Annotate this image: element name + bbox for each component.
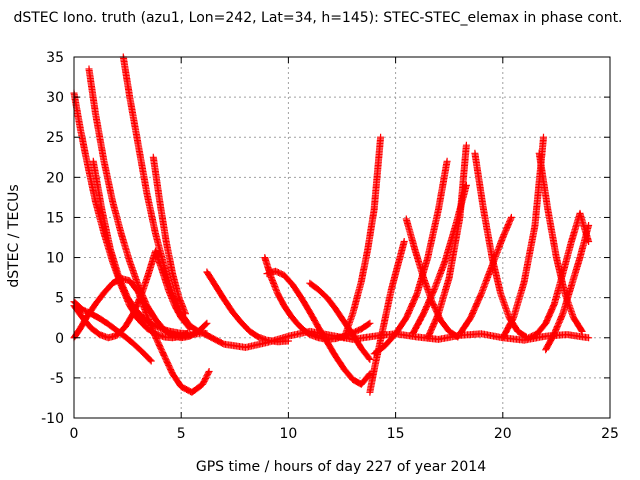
- y-tick-label: 10: [46, 251, 64, 267]
- y-tick-label: 30: [46, 90, 64, 106]
- series-arc-c: [85, 65, 211, 342]
- series-markers: [366, 238, 408, 396]
- y-tick-label: 15: [46, 210, 64, 226]
- x-tick-label: 20: [494, 426, 512, 442]
- y-axis-label: dSTEC / TECUs: [6, 184, 22, 287]
- series-arc-p: [370, 157, 451, 358]
- series-markers: [340, 133, 385, 342]
- x-tick-label: 10: [279, 426, 297, 442]
- y-tick-label: 20: [46, 170, 64, 186]
- plot-frame: [73, 56, 611, 419]
- y-tick-label: 5: [55, 291, 64, 307]
- chart-title: dSTEC Iono. truth (azu1, Lon=242, Lat=34…: [13, 10, 622, 26]
- series-markers: [85, 65, 211, 342]
- y-tick-label: -10: [41, 411, 64, 427]
- x-tick-label: 0: [70, 426, 79, 442]
- series-arc-i: [203, 268, 292, 346]
- x-tick-label: 5: [177, 426, 186, 442]
- series-arc-m: [366, 238, 408, 396]
- series-markers: [263, 267, 374, 388]
- series-arc-h: [149, 153, 189, 318]
- series-arc-k: [263, 267, 374, 388]
- series-arc-e: [119, 53, 211, 338]
- series-markers: [119, 53, 211, 338]
- y-tick-label: -5: [50, 371, 64, 387]
- y-tick-label: 35: [46, 50, 64, 66]
- plot-data: [70, 53, 593, 396]
- series-arc-y: [177, 327, 593, 351]
- series-markers: [203, 268, 292, 346]
- y-tick-label: 25: [46, 130, 64, 146]
- series-markers: [370, 157, 451, 358]
- y-tick-label: 0: [55, 331, 64, 347]
- series-markers: [177, 327, 593, 351]
- x-tick-label: 25: [601, 426, 619, 442]
- series-arc-n: [340, 133, 385, 342]
- axis-ticks: 0 5 10 15 20 25 -10 -5 0 5 10 15 20 25 30 35: [41, 50, 619, 442]
- x-tick-label: 15: [387, 426, 405, 442]
- series-markers: [149, 153, 189, 318]
- x-axis-label: GPS time / hours of day 227 of year 2014: [196, 459, 486, 475]
